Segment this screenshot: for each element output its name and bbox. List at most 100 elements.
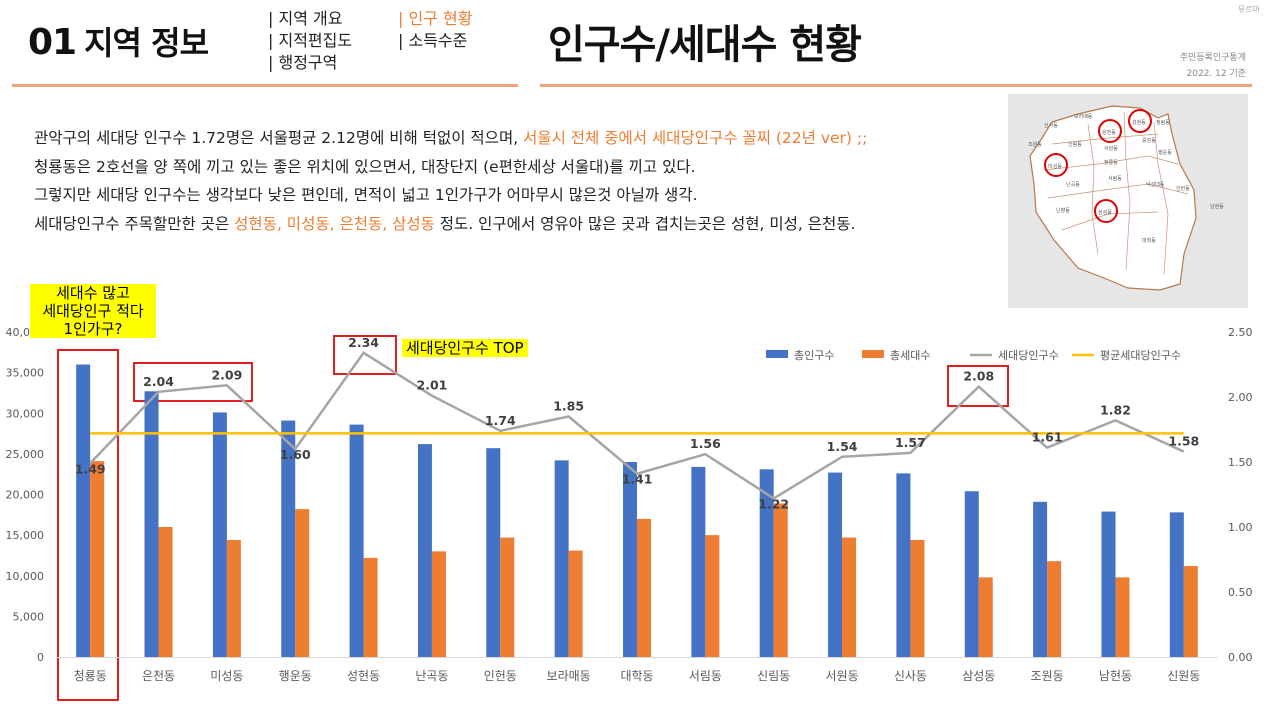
highlight-box [947,365,1009,407]
callout-left-line-1: 세대수 많고 [56,284,130,302]
map-highlight-circle [1044,153,1068,177]
category-label: 행운동 [279,668,312,683]
legend-label: 평균세대당인구수 [1100,349,1181,362]
data-label: 2.09 [211,367,242,382]
bar-households [363,557,378,657]
data-label: 2.04 [143,374,174,389]
right-axis-tick: 0.50 [1228,586,1253,599]
data-label: 1.85 [553,399,584,414]
data-label: 2.01 [417,378,448,393]
nav-item-region-overview[interactable]: | 지역 개요 [268,9,343,28]
map-label: 보라매동 [1074,113,1093,120]
category-label: 서림동 [689,669,722,683]
source-line-1: 주민등록인구통계 [1179,53,1246,63]
legend-label: 총세대수 [890,349,930,362]
bar-households [637,518,651,657]
map-label: 서림동 [1108,175,1122,182]
bar-population [691,466,706,657]
header-divider-right [540,84,1252,87]
nav-item-income[interactable]: | 소득수준 [398,31,468,50]
bar-population [212,412,227,657]
bar-population [759,469,774,657]
source-note: 주민등록인구통계 2022. 12 기준 [1180,50,1246,82]
bar-households [1115,577,1130,657]
bar-households [1183,566,1198,657]
summary-line-4-text: 세대당인구수 주목할만한 곳은 [34,214,235,233]
map-boundaries [1043,111,1189,275]
data-label: 1.22 [758,496,789,511]
per-household-line [89,351,1185,500]
highlight-box [133,362,253,402]
map-label: 신사동 [1044,122,1058,129]
map-highlight-circle [1098,119,1122,143]
page-title: 인구수/세대수 현황 [548,22,862,68]
left-axis-tick: 25,000 [6,448,45,461]
category-label: 은천동 [142,668,175,683]
data-label: 1.61 [1032,430,1063,445]
section-heading: 01 지역 정보 [28,18,209,64]
category-label: 인헌동 [484,669,517,683]
category-label: 미성동 [210,669,243,683]
data-label: 1.57 [895,435,926,450]
bar-population [144,391,159,657]
data-labels: 1.49 2.04 2.09 1.60 2.34 2.01 1.74 1.85 1.41 1.56… [75,335,1199,512]
bar-households [705,535,720,657]
section-title: 지역 정보 [84,24,209,62]
summary-line-4: 세대당인구수 주목할만한 곳은 성현동, 미성동, 은천동, 삼성동 정도. 인… [34,210,1004,239]
left-axis-tick: 15,000 [6,529,45,542]
summary-line-3: 그렇지만 세대당 인구수는 생각보다 낮은 편인데, 면적이 넓고 1인가구가 … [34,186,698,204]
legend-swatch [862,350,884,358]
category-label: 난곡동 [415,669,448,683]
callout-left: 세대수 많고 세대당인구 적다 1인가구? [30,284,156,338]
data-label: 1.41 [622,472,653,487]
summary-line-4-highlight: 성현동, 미성동, 은천동, 삼성동 [234,214,435,233]
highlight-box [333,335,397,375]
map-label: 남현동 [1210,203,1224,210]
map-label: 청룡동 [1104,160,1118,166]
data-label: 2.08 [963,369,994,384]
map-label: 난곡동 [1066,181,1080,188]
summary-line-2: 청룡동은 2호선을 양 쪽에 끼고 있는 좋은 위치에 있으면서, 대장단지 (… [34,157,696,176]
category-label: 신림동 [757,669,790,683]
map-label: 서원동 [1104,145,1118,152]
legend-swatch [766,350,788,358]
bar-population [486,448,501,657]
category-label: 삼성동 [962,669,995,683]
bar-population [1033,501,1048,657]
bar-households [910,540,925,657]
bar-households [842,537,857,657]
nav-item-population[interactable]: | 인구 현황 [398,9,473,28]
map-label: 중앙동 [1142,137,1156,144]
map-label: 성현동 [1132,119,1146,126]
nav-item-cadastral-map[interactable]: | 지적편집도 [268,31,353,50]
bar-group [76,364,1198,657]
bar-households [500,537,515,657]
highlight-box [57,349,119,701]
bar-households [226,540,241,657]
left-axis-tick: 20,000 [6,489,45,502]
category-label: 청룡동 [74,669,107,683]
category-label: 신원동 [1167,669,1200,683]
summary-text: 관악구의 세대당 인구수 1.72명은 서울평균 2.12명에 비해 턱없이 적… [34,124,1004,238]
map-label: 난향동 [1056,207,1070,214]
bar-households [431,551,446,657]
header-divider-left [12,84,518,87]
data-label: 1.74 [485,413,516,428]
data-label: 1.56 [690,436,721,451]
right-axis-tick: 2.00 [1228,391,1253,404]
source-line-2: 2022. 12 기준 [1186,69,1247,79]
data-label: 2.34 [348,335,379,350]
bar-households [1047,561,1062,657]
map-outline [1029,105,1197,291]
nav-item-admin-district[interactable]: | 행정구역 [268,53,338,72]
category-labels: 청룡동 은천동 미성동 행운동 성현동 난곡동 인헌동 보라매동 대학동 서림동 신림동 서원동 신사동… [74,668,1201,683]
data-label: 1.60 [280,447,311,462]
category-label: 대학동 [620,669,653,683]
map-label: 조원동 [1028,141,1042,148]
district-map: 신사동 보라매동 은천동 성현동 청림동 조원동 신림동 서원동 중앙동 행운동 미성동 청룡동 난곡동… [1008,94,1248,308]
highlight-boxes [57,335,1009,701]
bar-households [978,577,993,657]
map-label: 미성동 [1048,163,1062,170]
